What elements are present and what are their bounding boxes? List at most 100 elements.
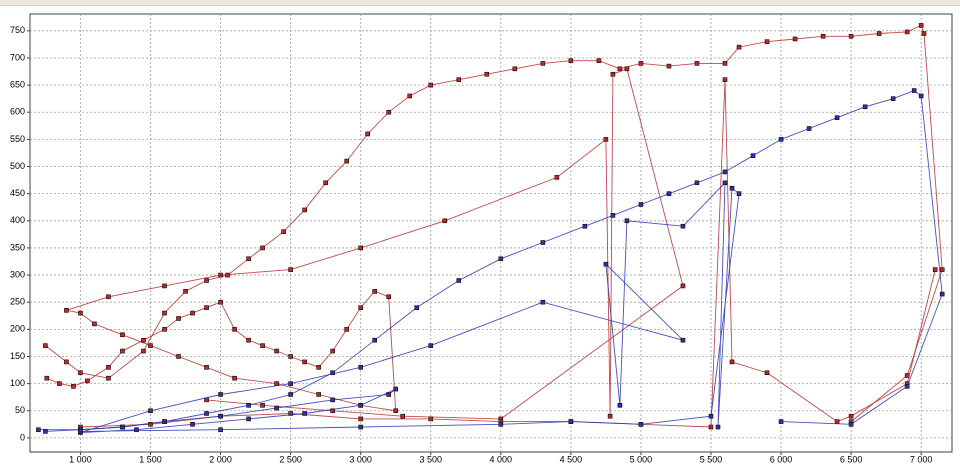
- y-tick-label: 150: [10, 351, 25, 361]
- data-point: [44, 375, 50, 381]
- y-tick-label: 250: [10, 297, 25, 307]
- data-point: [607, 413, 613, 419]
- data-point: [722, 180, 728, 186]
- data-point: [848, 33, 854, 39]
- data-point: [918, 23, 924, 28]
- data-point: [736, 44, 742, 50]
- data-point: [729, 359, 735, 365]
- data-point: [302, 359, 307, 365]
- data-point: [848, 422, 854, 427]
- y-tick-label: 450: [10, 188, 25, 198]
- data-point: [617, 66, 623, 72]
- data-point: [540, 240, 546, 245]
- data-point: [358, 245, 363, 251]
- x-tick-label: 5 000: [630, 454, 653, 464]
- data-point: [120, 332, 125, 338]
- data-point: [715, 424, 721, 430]
- y-tick-label: 700: [10, 52, 25, 62]
- data-point: [330, 408, 335, 414]
- data-point: [442, 218, 448, 224]
- x-tick-label: 3 000: [349, 454, 372, 464]
- data-point: [43, 343, 48, 348]
- y-tick-label: 0: [20, 432, 25, 442]
- data-point: [344, 327, 349, 332]
- data-point: [694, 61, 700, 66]
- data-point: [71, 384, 76, 389]
- data-point: [750, 153, 756, 158]
- data-point: [372, 289, 377, 294]
- data-point: [288, 392, 293, 397]
- y-tick-label: 100: [10, 378, 25, 388]
- data-point: [921, 31, 927, 36]
- data-point: [736, 191, 742, 196]
- data-point: [64, 359, 69, 365]
- data-point: [281, 229, 286, 234]
- data-point: [358, 403, 363, 408]
- data-point: [603, 137, 609, 142]
- data-point: [680, 283, 686, 289]
- data-point: [358, 424, 363, 430]
- series-line: [45, 24, 943, 422]
- data-point: [358, 305, 363, 310]
- data-point: [316, 365, 321, 370]
- data-point: [246, 256, 251, 262]
- data-point: [386, 109, 392, 115]
- y-tick-label: 300: [10, 269, 25, 279]
- data-point: [848, 413, 854, 419]
- data-point: [722, 61, 728, 66]
- data-point: [162, 419, 167, 424]
- data-point: [204, 305, 209, 310]
- data-point: [708, 413, 714, 419]
- data-point: [708, 424, 714, 430]
- data-point: [204, 411, 209, 416]
- data-point: [330, 397, 335, 403]
- data-point: [120, 348, 125, 354]
- data-point: [540, 61, 546, 66]
- data-point: [260, 343, 265, 348]
- x-tick-label: 4 000: [490, 454, 513, 464]
- data-point: [176, 316, 181, 321]
- x-tick-label: 4 500: [560, 454, 583, 464]
- data-point: [85, 378, 90, 384]
- x-tick-label: 2 000: [209, 454, 232, 464]
- y-tick-label: 350: [10, 242, 25, 252]
- data-point: [120, 424, 125, 430]
- data-point: [582, 223, 588, 229]
- data-point: [764, 39, 770, 44]
- data-point: [288, 381, 293, 386]
- data-point: [540, 299, 546, 305]
- data-point: [568, 419, 574, 424]
- data-point: [162, 327, 167, 332]
- data-point: [666, 191, 672, 196]
- data-point: [428, 416, 434, 422]
- data-point: [610, 213, 616, 218]
- data-point: [218, 272, 223, 278]
- data-point: [78, 370, 83, 376]
- x-tick-label: 6 500: [840, 454, 863, 464]
- data-point: [890, 96, 896, 101]
- data-point: [407, 93, 413, 99]
- data-point: [218, 299, 223, 305]
- data-point: [722, 77, 728, 82]
- data-point: [624, 218, 630, 224]
- data-point: [386, 392, 392, 397]
- data-point: [638, 61, 644, 66]
- data-point: [358, 365, 363, 370]
- data-point: [274, 405, 279, 411]
- data-point: [141, 337, 146, 343]
- data-point: [617, 403, 623, 408]
- x-tick-label: 5 500: [700, 454, 723, 464]
- data-point: [162, 283, 167, 289]
- data-point: [218, 413, 223, 419]
- data-point: [260, 403, 265, 408]
- data-point: [806, 126, 812, 131]
- data-point: [498, 422, 504, 427]
- data-point: [302, 207, 307, 213]
- data-point: [610, 71, 616, 77]
- plot-area: [29, 13, 953, 453]
- data-point: [176, 354, 181, 359]
- data-point: [498, 256, 504, 262]
- x-tick-label: 1 000: [69, 454, 92, 464]
- data-point: [792, 36, 798, 42]
- data-point: [316, 392, 321, 397]
